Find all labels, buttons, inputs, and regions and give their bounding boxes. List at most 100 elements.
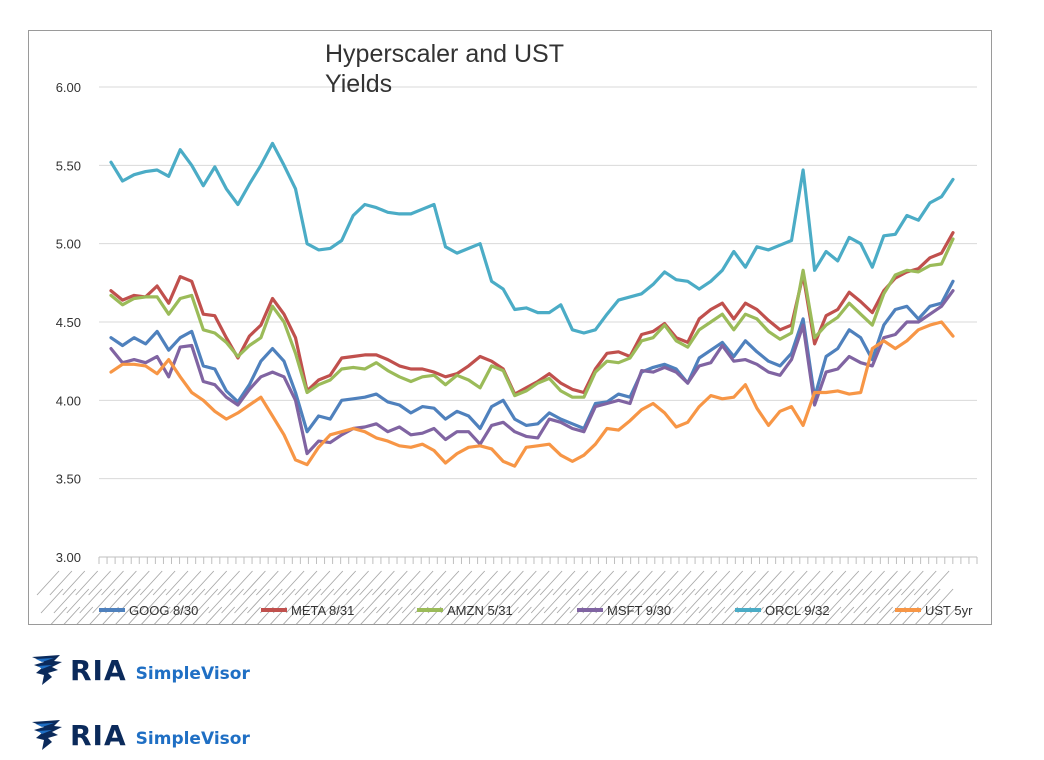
x-tick-label-glyph bbox=[350, 588, 373, 614]
x-tick-label-glyph bbox=[489, 606, 506, 624]
x-tick-label-glyph bbox=[130, 588, 154, 614]
x-tick-label-glyph bbox=[479, 588, 502, 614]
x-tick-label-glyph bbox=[139, 570, 163, 596]
x-tick-label-glyph bbox=[724, 588, 748, 614]
x-tick-label-glyph bbox=[672, 588, 696, 614]
series-line-3 bbox=[109, 289, 955, 456]
x-tick-label-glyph bbox=[307, 570, 331, 596]
x-tick-label-glyph bbox=[410, 570, 434, 596]
x-tick-label-glyph bbox=[698, 588, 722, 614]
legend: GOOG 8/30 META 8/31 AMZN 5/31 MSFT 9/30 ORCL… bbox=[99, 603, 973, 618]
x-tick-label-glyph bbox=[879, 588, 902, 614]
ria-simplevisor-logo: RIA SimpleVisor bbox=[30, 652, 250, 688]
x-tick-label-glyph bbox=[591, 570, 615, 596]
x-tick-label-glyph bbox=[182, 588, 206, 614]
x-tick-label-glyph bbox=[436, 570, 460, 596]
x-tick-label-glyph bbox=[630, 570, 653, 596]
x-tick-label-glyph bbox=[437, 606, 455, 624]
x-tick-label-glyph bbox=[76, 606, 94, 624]
x-tick-label-glyph bbox=[49, 570, 73, 596]
series-line-1 bbox=[109, 231, 955, 396]
x-tick-label-glyph bbox=[324, 588, 348, 614]
x-tick-label-glyph bbox=[397, 570, 421, 596]
x-tick-label-glyph bbox=[295, 606, 313, 624]
x-tick-label-glyph bbox=[156, 588, 180, 614]
x-tick-label-glyph bbox=[827, 588, 851, 614]
x-tick-label-glyph bbox=[621, 588, 644, 614]
x-tick-label-glyph bbox=[915, 606, 932, 624]
x-tick-label-glyph bbox=[463, 606, 481, 624]
x-tick-label-glyph bbox=[721, 606, 739, 624]
x-tick-label-glyph bbox=[101, 570, 124, 596]
x-tick-label-glyph bbox=[810, 570, 834, 596]
x-tick-label-glyph bbox=[863, 606, 881, 624]
x-tick-label-glyph bbox=[773, 606, 790, 624]
x-tick-label-glyph bbox=[231, 606, 248, 624]
x-tick-label-glyph bbox=[128, 606, 145, 624]
x-tick-label-glyph bbox=[462, 570, 486, 596]
x-tick-label-glyph bbox=[234, 588, 257, 614]
x-tick-label-glyph bbox=[771, 570, 795, 596]
x-tick-label-glyph bbox=[243, 570, 266, 596]
x-tick-label-glyph bbox=[53, 588, 77, 614]
x-tick-label-glyph bbox=[900, 570, 924, 596]
chart-title-line-1: Hyperscaler and UST bbox=[325, 40, 564, 68]
x-tick-label-glyph bbox=[824, 606, 842, 624]
x-tick-label-glyph bbox=[913, 570, 937, 596]
x-tick-label-glyph bbox=[746, 570, 769, 596]
x-tick-label-glyph bbox=[605, 606, 623, 624]
y-tick-label: 5.00 bbox=[56, 237, 81, 252]
x-tick-label-glyph bbox=[501, 570, 524, 596]
x-tick-label-glyph bbox=[681, 570, 705, 596]
x-tick-label-glyph bbox=[775, 588, 799, 614]
x-tick-label-glyph bbox=[682, 606, 700, 624]
x-tick-label-glyph bbox=[888, 570, 911, 596]
logo-subword: SimpleVisor bbox=[135, 728, 250, 749]
x-tick-label-glyph bbox=[733, 570, 756, 596]
x-tick-label-glyph bbox=[488, 570, 511, 596]
x-tick-label-glyph bbox=[360, 606, 377, 624]
x-tick-label-glyph bbox=[553, 606, 571, 624]
x-tick-label-glyph bbox=[862, 570, 885, 596]
x-tick-label-glyph bbox=[114, 570, 137, 596]
x-tick-label-glyph bbox=[928, 606, 945, 624]
x-tick-label-glyph bbox=[801, 588, 825, 614]
y-tick-label: 4.50 bbox=[56, 315, 81, 330]
series-lines bbox=[109, 141, 955, 468]
x-tick-label-glyph bbox=[308, 606, 326, 624]
x-tick-label-glyph bbox=[92, 588, 115, 614]
x-tick-label-glyph bbox=[321, 606, 339, 624]
x-tick-label-glyph bbox=[685, 588, 709, 614]
x-tick-label-glyph bbox=[359, 570, 382, 596]
x-tick-label-glyph bbox=[530, 588, 554, 614]
ria-simplevisor-logo-2: RIA SimpleVisor bbox=[30, 717, 250, 753]
x-tick-label-glyph bbox=[668, 570, 692, 596]
x-tick-label-glyph bbox=[363, 588, 386, 614]
x-tick-label-glyph bbox=[66, 588, 90, 614]
x-tick-label-glyph bbox=[230, 570, 253, 596]
logo-word: RIA bbox=[70, 718, 127, 752]
x-tick-label-glyph bbox=[476, 606, 494, 624]
x-tick-label-glyph bbox=[711, 588, 735, 614]
y-tick-label: 6.00 bbox=[56, 80, 81, 95]
x-tick-label-glyph bbox=[604, 570, 627, 596]
x-tick-label-glyph bbox=[126, 570, 150, 596]
x-tick-label-glyph bbox=[541, 606, 558, 624]
x-tick-label-glyph bbox=[646, 588, 670, 614]
x-tick-label-glyph bbox=[386, 606, 403, 624]
x-tick-label-glyph bbox=[195, 588, 219, 614]
legend-label: META 8/31 bbox=[291, 603, 354, 618]
grid-lines bbox=[99, 86, 977, 480]
x-tick-label-glyph bbox=[642, 570, 666, 596]
x-tick-label-glyph bbox=[814, 588, 838, 614]
x-tick-label-glyph bbox=[797, 570, 821, 596]
x-tick-label-glyph bbox=[50, 606, 68, 624]
x-tick-label-glyph bbox=[565, 570, 589, 596]
x-tick-label-glyph bbox=[849, 570, 873, 596]
x-tick-label-glyph bbox=[373, 606, 390, 624]
x-axis-ticks bbox=[36, 556, 978, 624]
legend-label: UST 5yr bbox=[925, 603, 973, 618]
x-tick-label-glyph bbox=[853, 588, 877, 614]
x-tick-label-glyph bbox=[694, 570, 718, 596]
x-tick-label-glyph bbox=[208, 588, 232, 614]
